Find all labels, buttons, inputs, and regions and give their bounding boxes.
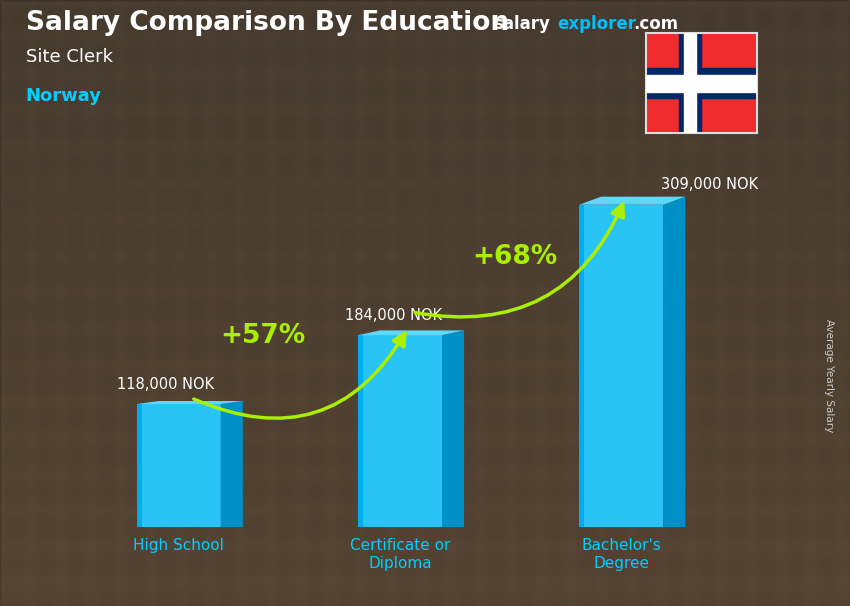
Text: +57%: +57% [220,323,305,349]
FancyBboxPatch shape [137,404,221,527]
Polygon shape [579,197,685,205]
FancyBboxPatch shape [579,205,663,527]
Text: Average Yearly Salary: Average Yearly Salary [824,319,834,432]
Polygon shape [663,197,685,527]
Bar [684,33,696,133]
Text: +68%: +68% [473,244,558,270]
FancyBboxPatch shape [137,404,142,527]
Text: 184,000 NOK: 184,000 NOK [344,308,442,322]
Bar [646,68,756,98]
Text: 309,000 NOK: 309,000 NOK [661,177,758,192]
Bar [646,75,756,92]
Text: .com: .com [633,15,678,33]
Text: explorer: explorer [557,15,636,33]
Polygon shape [442,330,464,527]
Text: Salary Comparison By Education: Salary Comparison By Education [26,10,508,36]
Text: Norway: Norway [26,87,101,105]
Bar [679,33,701,133]
Polygon shape [221,401,243,527]
Text: 118,000 NOK: 118,000 NOK [116,376,214,391]
FancyBboxPatch shape [358,335,442,527]
FancyBboxPatch shape [579,205,584,527]
Text: salary: salary [493,15,550,33]
Text: Site Clerk: Site Clerk [26,48,112,67]
FancyBboxPatch shape [358,335,363,527]
Polygon shape [137,401,243,404]
Polygon shape [358,330,464,335]
